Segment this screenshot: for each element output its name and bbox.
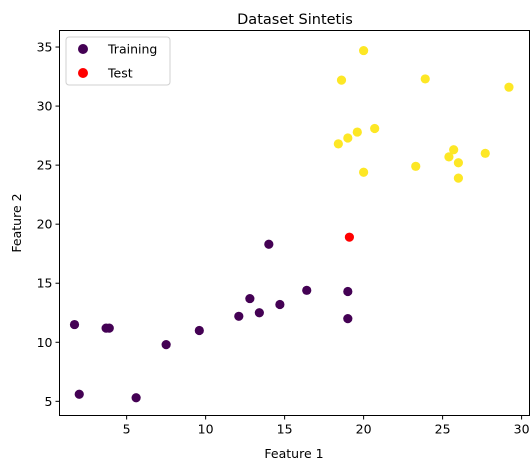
training-point-class-1 bbox=[420, 74, 430, 84]
training-point-class-0 bbox=[131, 393, 141, 403]
y-tick-label: 15 bbox=[37, 276, 53, 291]
training-point-class-1 bbox=[343, 133, 353, 143]
training-point-class-0 bbox=[234, 311, 244, 321]
x-tick-label: 5 bbox=[123, 422, 131, 437]
training-point-class-0 bbox=[302, 285, 312, 295]
training-point-class-0 bbox=[343, 286, 353, 297]
plot-frame bbox=[59, 30, 530, 416]
training-point-class-0 bbox=[264, 239, 274, 249]
training-point-class-0 bbox=[74, 389, 84, 399]
training-point-class-1 bbox=[504, 82, 514, 92]
training-point-class-1 bbox=[453, 173, 464, 183]
training-point-class-1 bbox=[444, 152, 454, 162]
training-point-class-1 bbox=[480, 148, 490, 158]
chart-title: Dataset Sintetis bbox=[237, 12, 353, 28]
training-point-class-1 bbox=[411, 161, 421, 171]
training-point-class-0 bbox=[245, 293, 255, 304]
x-tick-label: 30 bbox=[514, 422, 530, 437]
legend: Training Test bbox=[65, 36, 171, 86]
x-tick-label: 20 bbox=[356, 422, 372, 437]
y-tick-label: 30 bbox=[37, 99, 53, 114]
y-axis-label: Feature 2 bbox=[9, 193, 24, 252]
training-point-class-1 bbox=[359, 45, 369, 56]
training-point-class-1 bbox=[359, 167, 369, 177]
training-point-class-1 bbox=[449, 145, 459, 155]
training-point-class-0 bbox=[194, 325, 204, 336]
training-point-class-1 bbox=[352, 127, 362, 137]
training-point-class-1 bbox=[453, 158, 464, 168]
legend-marker-training bbox=[78, 44, 88, 54]
x-axis-label: Feature 1 bbox=[264, 446, 323, 461]
y-tick-label: 35 bbox=[37, 40, 53, 55]
legend-box bbox=[65, 36, 171, 86]
y-tick-label: 25 bbox=[37, 158, 53, 173]
data-points bbox=[69, 45, 514, 403]
training-point-class-0 bbox=[104, 323, 114, 333]
training-point-class-0 bbox=[254, 308, 264, 318]
training-point-class-0 bbox=[69, 319, 80, 330]
x-tick-label: 10 bbox=[198, 422, 214, 437]
y-tick-label: 5 bbox=[45, 394, 53, 409]
training-point-class-0 bbox=[343, 314, 353, 324]
legend-label-training: Training bbox=[107, 42, 157, 57]
training-point-class-0 bbox=[275, 299, 285, 310]
y-axis: 5 10 15 20 25 30 35 bbox=[37, 40, 60, 409]
training-point-class-1 bbox=[336, 75, 347, 85]
legend-label-test: Test bbox=[107, 66, 133, 81]
x-tick-label: 25 bbox=[435, 422, 451, 437]
training-point-class-1 bbox=[333, 139, 343, 149]
x-axis: 5 10 15 20 25 30 bbox=[123, 415, 530, 437]
x-tick-label: 15 bbox=[277, 422, 293, 437]
y-tick-label: 20 bbox=[37, 217, 53, 232]
test-point bbox=[344, 232, 354, 242]
training-point-class-0 bbox=[161, 340, 171, 350]
legend-marker-test bbox=[78, 68, 88, 78]
y-tick-label: 10 bbox=[37, 335, 53, 350]
training-point-class-1 bbox=[370, 123, 380, 134]
